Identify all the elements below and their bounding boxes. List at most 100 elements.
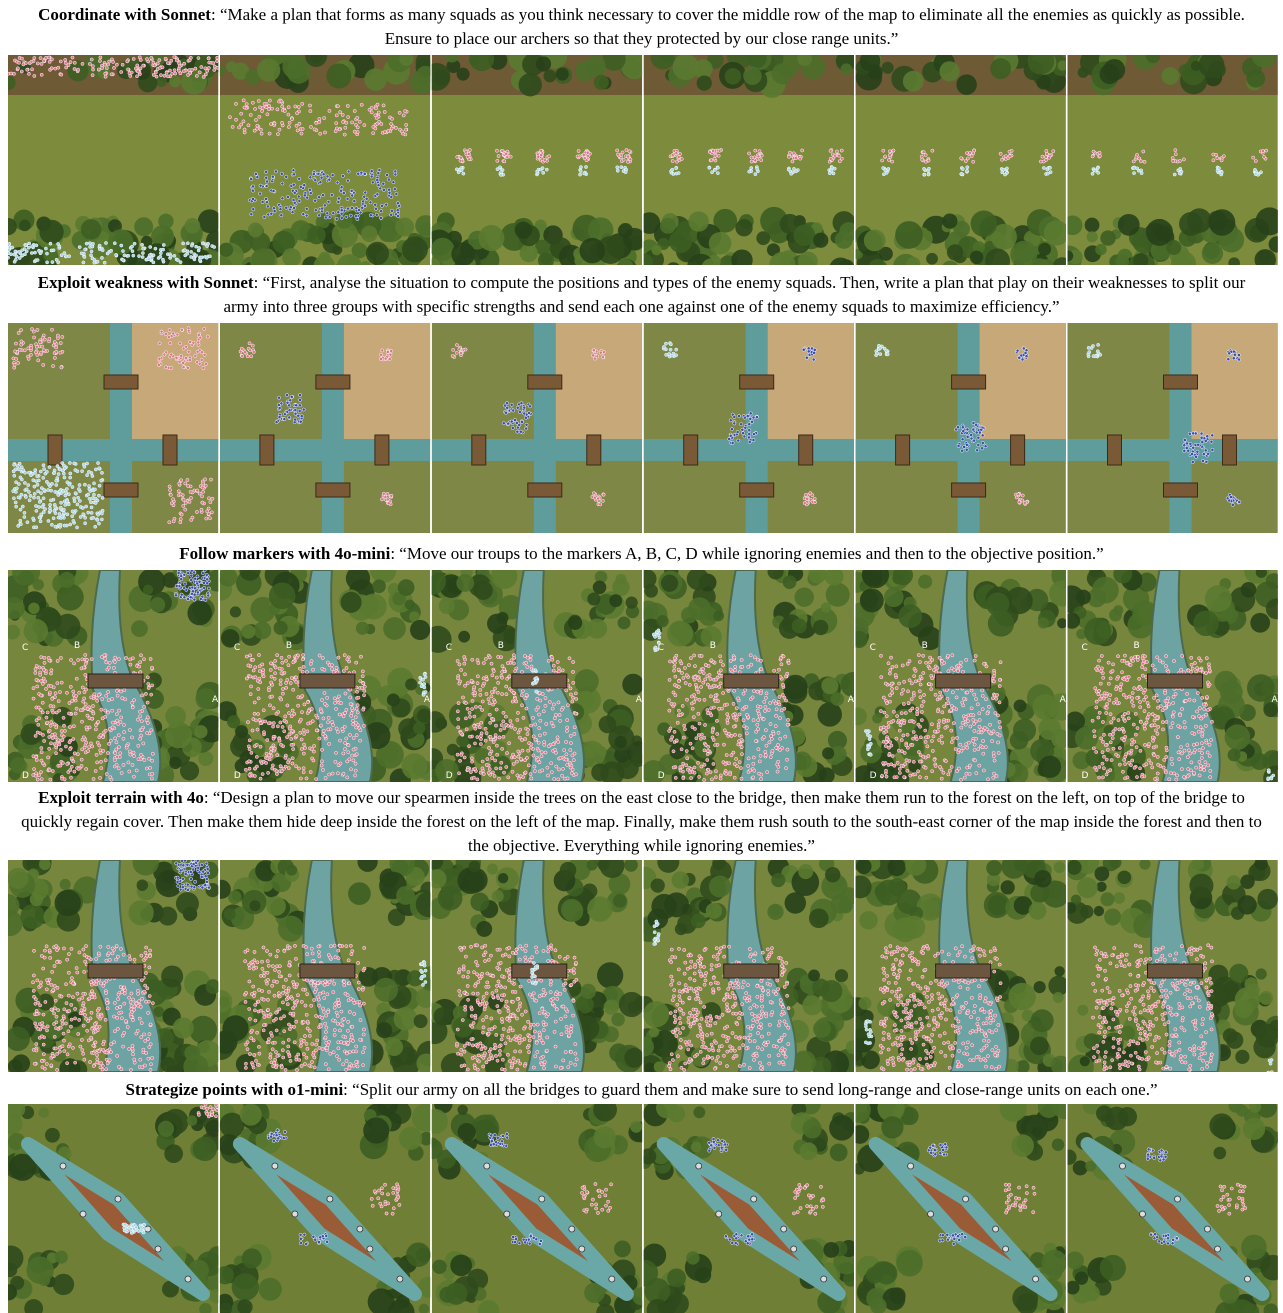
- unit: [46, 482, 51, 486]
- unit: [200, 571, 205, 575]
- unit: [205, 244, 209, 249]
- unit: [525, 665, 530, 669]
- unit: [19, 492, 24, 497]
- tree: [134, 217, 154, 237]
- unit: [763, 749, 768, 754]
- unit: [336, 729, 340, 734]
- unit: [38, 56, 43, 60]
- unit: [270, 763, 275, 768]
- tree: [643, 253, 653, 265]
- tree: [1255, 207, 1278, 236]
- unit: [45, 710, 50, 715]
- unit: [755, 657, 760, 662]
- unit: [370, 180, 375, 185]
- unit: [63, 493, 68, 498]
- tree: [519, 243, 538, 263]
- unit: [501, 734, 506, 739]
- unit: [303, 193, 307, 198]
- unit: [280, 196, 285, 201]
- unit: [76, 767, 81, 771]
- unit: [678, 768, 683, 773]
- unit: [169, 352, 174, 357]
- unit: [339, 216, 344, 220]
- unit: [198, 335, 203, 340]
- unit: [80, 657, 85, 662]
- unit: [1091, 354, 1096, 358]
- unit: [81, 512, 86, 517]
- unit: [42, 739, 47, 743]
- tree: [370, 570, 397, 584]
- unit: [685, 756, 690, 761]
- tree: [743, 66, 762, 86]
- unit: [96, 67, 101, 72]
- unit: [100, 66, 105, 70]
- unit: [767, 740, 772, 745]
- unit: [692, 770, 697, 775]
- unit: [293, 408, 298, 412]
- unit: [1096, 170, 1101, 175]
- unit: [891, 148, 896, 153]
- tree: [587, 592, 601, 606]
- unit: [759, 667, 764, 672]
- tree: [165, 721, 192, 749]
- unit: [326, 727, 331, 732]
- unit: [528, 404, 532, 409]
- tree: [953, 220, 970, 238]
- tree: [268, 582, 296, 610]
- unit: [131, 656, 135, 661]
- unit: [54, 751, 58, 756]
- unit: [1020, 498, 1025, 503]
- unit: [272, 676, 277, 681]
- unit: [755, 166, 759, 171]
- unit: [533, 737, 538, 742]
- unit: [923, 153, 928, 157]
- unit: [96, 720, 101, 724]
- unit: [271, 706, 276, 711]
- unit: [1261, 149, 1265, 153]
- unit: [784, 698, 788, 703]
- unit: [319, 723, 323, 728]
- unit: [40, 505, 45, 509]
- unit: [150, 758, 155, 763]
- unit: [810, 346, 814, 351]
- unit: [43, 679, 48, 684]
- unit: [467, 710, 472, 715]
- unit: [524, 693, 529, 697]
- unit: [524, 706, 529, 711]
- unit: [352, 670, 356, 675]
- unit: [86, 510, 91, 515]
- bridge: [739, 374, 775, 390]
- unit: [82, 255, 87, 259]
- unit: [345, 657, 350, 662]
- unit: [493, 733, 498, 737]
- unit: [341, 669, 346, 673]
- unit: [786, 718, 790, 722]
- unit: [122, 723, 126, 727]
- unit: [48, 690, 52, 695]
- unit: [130, 249, 135, 253]
- unit: [35, 684, 40, 689]
- unit: [42, 488, 46, 492]
- unit: [671, 765, 676, 770]
- unit: [736, 696, 740, 701]
- unit: [258, 776, 263, 781]
- unit: [886, 167, 891, 171]
- unit: [697, 774, 701, 779]
- unit: [515, 405, 520, 410]
- unit: [705, 758, 710, 762]
- unit: [132, 774, 136, 779]
- unit: [234, 101, 238, 106]
- unit: [26, 483, 31, 487]
- unit: [701, 667, 706, 672]
- unit: [266, 721, 271, 726]
- unit: [324, 215, 328, 220]
- unit: [518, 774, 523, 779]
- unit: [81, 699, 86, 704]
- unit: [571, 758, 576, 763]
- unit: [54, 743, 59, 748]
- unit: [95, 698, 100, 703]
- tree: [956, 74, 977, 95]
- unit: [475, 674, 480, 679]
- unit: [1204, 459, 1209, 464]
- unit: [676, 667, 681, 672]
